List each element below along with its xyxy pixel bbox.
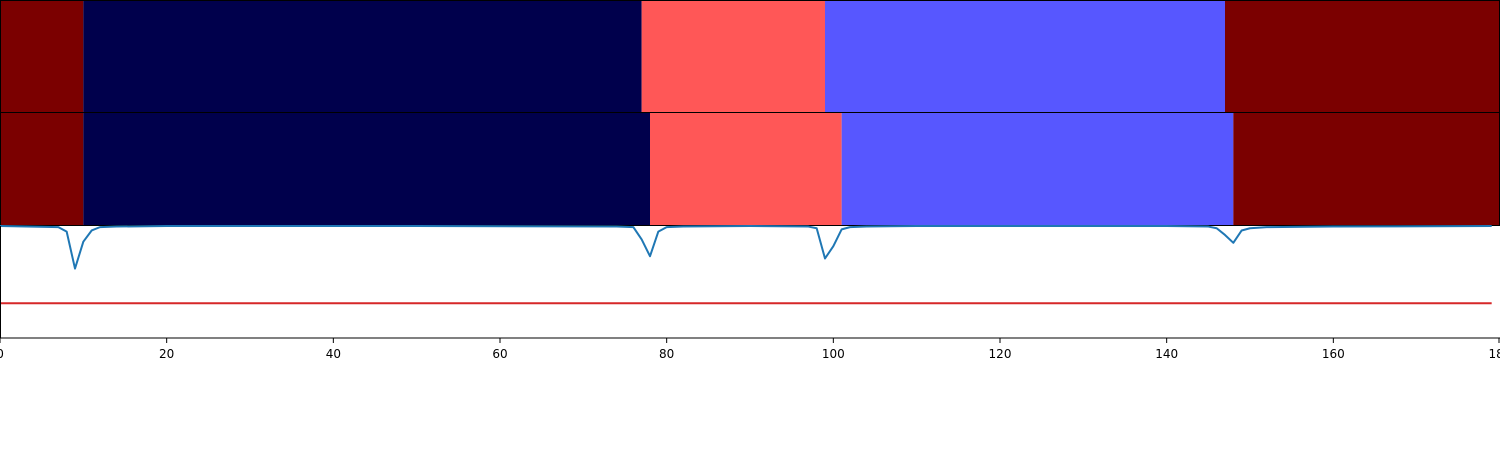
x-tick-label-5: 100 — [822, 347, 845, 361]
heatmap-top-segment-2 — [641, 1, 825, 112]
x-tick-label-9: 180 — [1489, 347, 1500, 361]
heatmap-bottom-panel — [0, 112, 1500, 226]
heatmap-bottom-segment-2 — [650, 113, 842, 225]
x-tick-label-6: 120 — [989, 347, 1012, 361]
line-series-0 — [0, 225, 1492, 270]
x-tick-label-3: 60 — [492, 347, 507, 361]
x-axis: 0 20 40 60 80 100 120 140 160 180 — [0, 338, 1500, 361]
heatmap-bottom-segment-3 — [841, 113, 1234, 225]
x-tick-label-7: 140 — [1155, 347, 1178, 361]
x-tick-label-4: 80 — [659, 347, 674, 361]
heatmap-top-segment-3 — [825, 1, 1225, 112]
heatmap-bottom-segment-0 — [0, 113, 84, 225]
heatmap-top-segment-4 — [1225, 1, 1500, 112]
line-plot-panel — [0, 225, 1500, 339]
heatmap-bottom-segment-1 — [83, 113, 651, 225]
x-tick-label-2: 40 — [326, 347, 341, 361]
x-tick-label-8: 160 — [1322, 347, 1345, 361]
heatmap-top-segment-1 — [83, 1, 642, 112]
x-tick-label-0: 0 — [0, 347, 4, 361]
heatmap-top-segment-0 — [0, 1, 84, 112]
heatmap-top-panel — [0, 0, 1500, 113]
x-tick-label-1: 20 — [159, 347, 174, 361]
heatmap-bottom-segment-4 — [1233, 113, 1500, 225]
